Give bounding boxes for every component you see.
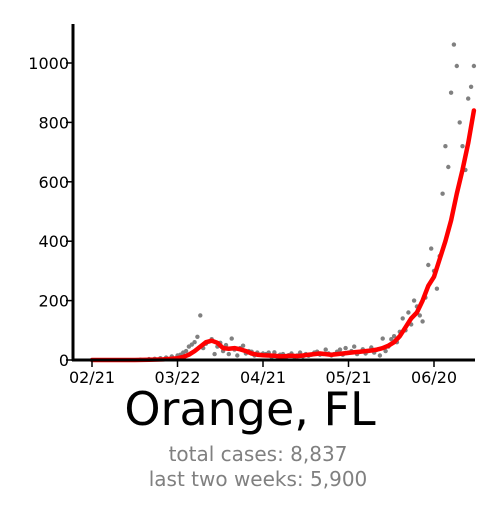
data-point <box>229 336 234 341</box>
data-point <box>235 353 240 358</box>
data-point <box>460 144 465 149</box>
data-point <box>420 319 425 324</box>
y-tick-label: 200 <box>38 292 69 311</box>
y-tick-label: 800 <box>38 113 69 132</box>
data-point <box>454 63 459 69</box>
x-tick-label: 02/21 <box>69 368 115 387</box>
chart-title: Orange, FL <box>124 382 376 436</box>
x-tick-label: 03/22 <box>154 368 200 387</box>
data-point <box>337 347 343 352</box>
data-point <box>383 348 388 354</box>
data-point <box>212 351 217 357</box>
y-tick-label: 600 <box>38 173 69 192</box>
data-point <box>198 313 203 318</box>
data-point <box>406 310 411 315</box>
data-point <box>226 351 231 357</box>
data-point <box>323 347 328 352</box>
data-point <box>240 343 246 348</box>
y-tick-label: 0 <box>59 351 69 370</box>
data-point <box>377 353 383 358</box>
data-point <box>195 334 200 339</box>
data-point <box>443 144 448 149</box>
plot-area <box>89 42 477 363</box>
x-tick-label: 05/21 <box>325 368 371 387</box>
axes: 0 200 400 600 800 1000 02/21 03/22 04/21 05/21 06/… <box>28 24 475 387</box>
data-point <box>391 334 397 339</box>
data-point <box>457 120 462 125</box>
data-point <box>471 63 477 69</box>
data-point <box>417 313 422 318</box>
data-point <box>192 340 197 345</box>
data-point <box>352 344 357 349</box>
data-point <box>434 286 440 291</box>
data-point <box>426 262 431 268</box>
trend-line <box>89 108 477 363</box>
data-point <box>272 350 277 355</box>
data-point <box>451 42 457 47</box>
y-tick-label: 1000 <box>28 54 69 73</box>
data-point <box>468 84 474 90</box>
data-point <box>411 298 417 303</box>
x-tick-label: 04/21 <box>240 368 286 387</box>
total-cases-text: total cases: 8,837 <box>168 442 348 466</box>
data-point <box>400 316 405 321</box>
last-two-weeks-text: last two weeks: 5,900 <box>148 467 368 491</box>
data-point <box>448 90 454 95</box>
data-point <box>446 164 451 170</box>
data-point <box>343 345 348 351</box>
data-point <box>380 336 385 341</box>
x-tick-label: 06/20 <box>411 368 457 387</box>
data-point <box>389 337 394 342</box>
data-point <box>440 191 445 196</box>
data-point <box>466 96 471 101</box>
data-point <box>183 348 189 354</box>
data-point <box>429 246 434 251</box>
y-tick-label: 400 <box>38 232 69 251</box>
